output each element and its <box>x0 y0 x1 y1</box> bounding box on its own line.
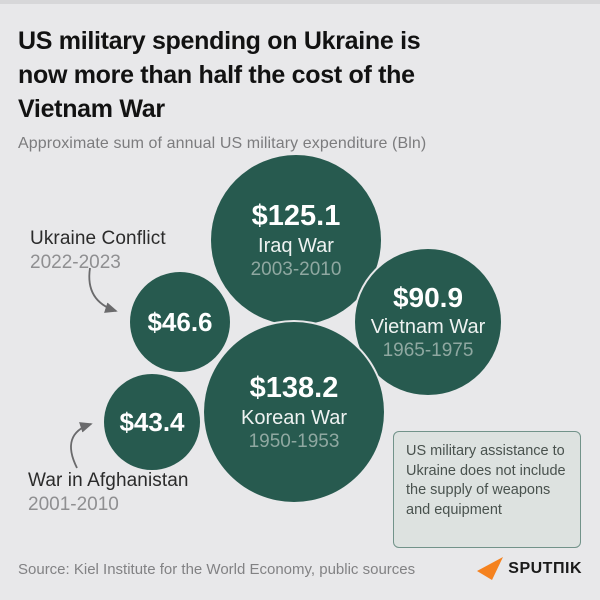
bubble-ukraine-conflict: $46.6 <box>130 272 230 372</box>
annotation-years: 2022-2023 <box>30 252 121 273</box>
page-title-line-2: now more than half the cost of the <box>18 61 415 89</box>
brand-logo: SPUTΠIK <box>477 557 582 581</box>
bubble-vietnam-war: $90.9 Vietnam War 1965-1975 <box>355 249 501 395</box>
bubble-value: $138.2 <box>249 371 339 404</box>
header: US military spending on Ukraine is now m… <box>18 24 584 153</box>
bubble-korean-war: $138.2 Korean War 1950-1953 <box>204 322 384 502</box>
bubble-war-name: Korean War <box>241 406 347 429</box>
bubble-years: 2003-2010 <box>250 258 342 280</box>
annotation-war-in-afghanistan: War in Afghanistan 2001-2010 <box>28 470 189 516</box>
annotation-ukraine-conflict: Ukraine Conflict 2022-2023 <box>30 228 166 274</box>
annotation-years: 2001-2010 <box>28 494 119 515</box>
bubble-years: 1950-1953 <box>248 430 340 452</box>
bubble-war-in-afghanistan: $43.4 <box>104 374 200 470</box>
bubble-value: $90.9 <box>392 282 464 313</box>
annotation-label: War in Afghanistan <box>28 470 189 491</box>
source-credit: Source: Kiel Institute for the World Eco… <box>18 561 416 578</box>
chart-subtitle: Approximate sum of annual US military ex… <box>18 135 427 152</box>
ukraine-leader-arrow-icon <box>88 267 118 313</box>
page-title-line-3: Vietnam War <box>18 95 165 123</box>
bubble-value: $125.1 <box>251 199 341 232</box>
top-edge-strip <box>0 0 600 4</box>
bubble-iraq-war: $125.1 Iraq War 2003-2010 <box>211 155 381 325</box>
bubble-value: $43.4 <box>119 406 185 437</box>
page-title-line-1: US military spending on Ukraine is <box>18 27 421 55</box>
bubble-value: $46.6 <box>147 306 213 337</box>
brand-wordmark: SPUTΠIK <box>508 560 582 577</box>
afghanistan-leader-arrow-icon <box>70 422 93 469</box>
note-box: US military assistance to Ukraine does n… <box>393 431 581 548</box>
note-text: US military assistance to Ukraine does n… <box>406 443 566 518</box>
bubble-war-name: Vietnam War <box>370 316 486 338</box>
sputnik-arrow-icon <box>477 557 504 580</box>
annotation-label: Ukraine Conflict <box>30 228 166 249</box>
bubble-war-name: Iraq War <box>258 234 334 257</box>
bubble-years: 1965-1975 <box>382 340 474 361</box>
